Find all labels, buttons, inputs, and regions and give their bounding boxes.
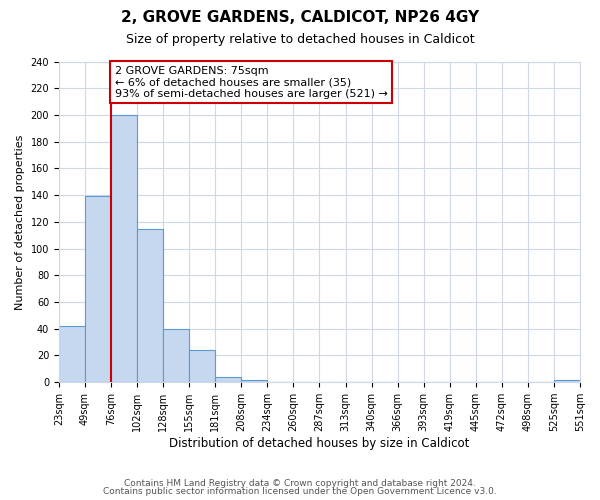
Bar bbox=[163, 329, 189, 382]
Bar bbox=[85, 196, 111, 382]
Bar bbox=[554, 380, 580, 382]
Bar bbox=[111, 115, 137, 382]
Y-axis label: Number of detached properties: Number of detached properties bbox=[15, 134, 25, 310]
Text: Contains public sector information licensed under the Open Government Licence v3: Contains public sector information licen… bbox=[103, 487, 497, 496]
Bar bbox=[59, 326, 85, 382]
Bar bbox=[215, 377, 241, 382]
Text: Contains HM Land Registry data © Crown copyright and database right 2024.: Contains HM Land Registry data © Crown c… bbox=[124, 478, 476, 488]
Bar bbox=[241, 380, 268, 382]
X-axis label: Distribution of detached houses by size in Caldicot: Distribution of detached houses by size … bbox=[169, 437, 470, 450]
Text: 2, GROVE GARDENS, CALDICOT, NP26 4GY: 2, GROVE GARDENS, CALDICOT, NP26 4GY bbox=[121, 10, 479, 25]
Bar bbox=[137, 228, 163, 382]
Text: Size of property relative to detached houses in Caldicot: Size of property relative to detached ho… bbox=[125, 32, 475, 46]
Text: 2 GROVE GARDENS: 75sqm
← 6% of detached houses are smaller (35)
93% of semi-deta: 2 GROVE GARDENS: 75sqm ← 6% of detached … bbox=[115, 66, 388, 98]
Bar bbox=[189, 350, 215, 382]
